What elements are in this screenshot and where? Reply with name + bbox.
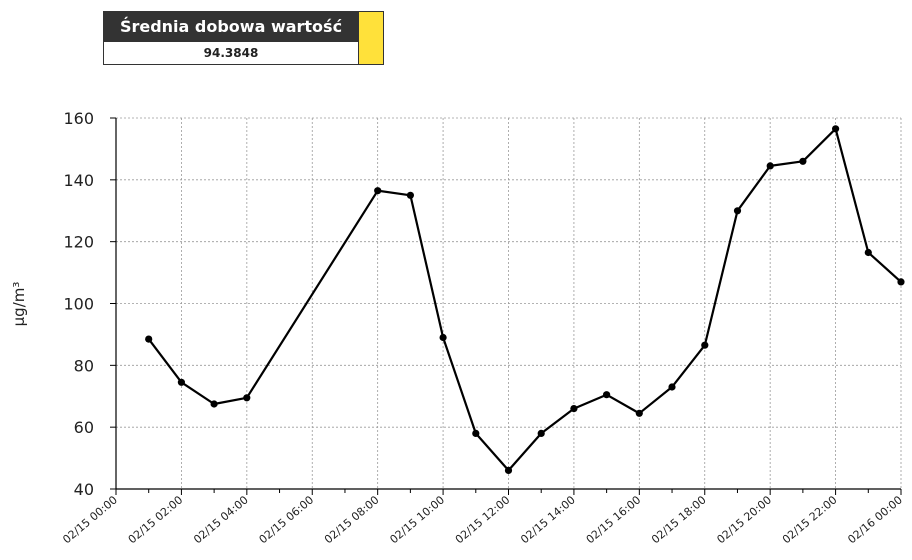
- data-point: [374, 187, 382, 195]
- data-point: [570, 405, 578, 413]
- data-point: [766, 162, 774, 170]
- data-point: [243, 394, 251, 402]
- x-tick-label: 02/15 20:00: [714, 493, 774, 546]
- y-tick-label: 120: [63, 233, 94, 252]
- y-tick-label: 80: [74, 356, 94, 375]
- data-point: [864, 248, 872, 257]
- data-point: [177, 378, 185, 386]
- data-point: [635, 409, 643, 417]
- data-point: [897, 278, 905, 286]
- data-point: [210, 400, 218, 408]
- data-point: [537, 429, 545, 437]
- data-point: [733, 207, 742, 215]
- y-tick-label: 60: [74, 418, 94, 437]
- data-series: [145, 125, 905, 474]
- data-point: [832, 125, 840, 133]
- data-point: [472, 429, 480, 437]
- daily-average-color-swatch: [358, 12, 383, 64]
- y-axis-title: µg/m³: [10, 282, 28, 327]
- data-point: [668, 383, 676, 391]
- x-tick-label: 02/15 00:00: [60, 493, 120, 546]
- daily-average-label: Średnia dobowa wartość: [104, 12, 358, 42]
- x-tick-label: 02/16 00:00: [845, 493, 905, 546]
- daily-average-value: 94.3848: [203, 46, 259, 60]
- y-tick-label: 140: [63, 171, 94, 190]
- x-tick-label: 02/15 18:00: [649, 493, 709, 546]
- y-tick-label: 40: [74, 480, 94, 499]
- chart-grid: [116, 117, 902, 489]
- x-tick-label: 02/15 22:00: [780, 493, 840, 546]
- y-axis-ticks: 40 60 80 100 120 140 160: [63, 109, 116, 499]
- data-point: [145, 335, 153, 343]
- data-point: [504, 466, 513, 474]
- x-tick-label: 02/15 04:00: [191, 493, 251, 546]
- x-tick-label: 02/15 06:00: [257, 493, 317, 546]
- data-point: [701, 341, 709, 349]
- x-tick-label: 02/15 12:00: [453, 493, 513, 546]
- data-point: [406, 191, 414, 199]
- data-point: [439, 333, 447, 342]
- data-point: [603, 391, 611, 399]
- daily-average-box: Średnia dobowa wartość 94.3848: [103, 11, 384, 65]
- x-tick-label: 02/15 14:00: [518, 493, 578, 546]
- x-tick-label: 02/15 02:00: [126, 493, 186, 546]
- x-tick-label: 02/15 16:00: [584, 493, 644, 546]
- x-tick-label: 02/15 10:00: [387, 493, 447, 546]
- data-point: [799, 157, 807, 165]
- y-tick-label: 160: [63, 109, 94, 128]
- x-tick-label: 02/15 08:00: [322, 493, 382, 546]
- x-axis-ticks: 02/15 00:00 02/15 02:00 02/15 04:00 02/15 0…: [60, 489, 905, 546]
- y-tick-label: 100: [63, 295, 94, 314]
